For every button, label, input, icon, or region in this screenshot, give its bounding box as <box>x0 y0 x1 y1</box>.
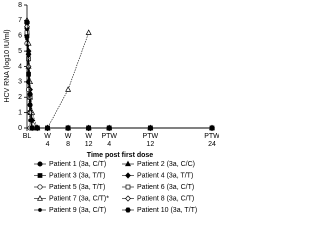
marker <box>28 118 32 123</box>
y-tick-label: 0 <box>18 125 22 132</box>
y-tick-label: 2 <box>18 94 22 101</box>
y-tick-label: 7 <box>18 17 22 24</box>
marker <box>106 125 113 131</box>
legend-label: Patient 4 (3a, T/T) <box>137 172 193 179</box>
series-line <box>26 20 212 129</box>
series-line <box>26 32 212 129</box>
x-tick-label: PTW 12 <box>142 133 159 148</box>
marker <box>147 125 154 131</box>
legend-label: Patient 8 (3a, C/T) <box>137 195 194 202</box>
x-tick-label: W 12 <box>84 133 93 148</box>
marker <box>209 125 215 131</box>
legend-marker <box>125 160 131 167</box>
legend-marker <box>37 173 43 178</box>
y-tick-label: 6 <box>18 33 22 40</box>
legend-label: Patient 5 (3a, T/T) <box>49 184 105 191</box>
series-line <box>26 26 212 129</box>
legend-label: Patient 7 (3a, C/T)* <box>49 195 109 202</box>
x-tick-label: PTW 24 <box>204 133 219 148</box>
series-line <box>26 35 151 129</box>
marker <box>65 86 72 92</box>
legend-marker <box>125 172 131 179</box>
legend-label: Patient 2 (3a, C/C) <box>137 161 195 168</box>
y-tick-label: 8 <box>18 2 22 9</box>
y-axis-title: HCV RNA (log10 IU/ml) <box>4 29 11 102</box>
x-tick-label: W 8 <box>64 133 72 148</box>
marker <box>27 91 33 97</box>
chart: HCV RNA (log10 IU/ml) Time post first do… <box>4 2 219 214</box>
marker <box>34 125 41 131</box>
series-line <box>26 23 212 129</box>
y-tick-label: 5 <box>18 48 22 55</box>
marker <box>65 125 71 131</box>
marker <box>85 29 92 35</box>
marker <box>29 125 35 131</box>
marker <box>25 63 32 70</box>
series-line <box>26 43 110 129</box>
legend-marker <box>37 184 43 190</box>
x-tick-label: PTW 4 <box>101 133 117 148</box>
legend-marker <box>125 207 131 213</box>
x-axis-title: Time post first dose <box>87 152 153 159</box>
legend-marker <box>37 195 43 201</box>
legend-label: Patient 6 (3a, C/T) <box>137 184 194 191</box>
x-tick-label: BL <box>22 133 32 140</box>
y-tick-label: 3 <box>18 79 22 86</box>
y-tick-label: 4 <box>18 63 22 70</box>
marker <box>25 51 32 57</box>
series-line <box>26 28 212 129</box>
chart-svg: HCV RNA (log10 IU/ml) Time post first do… <box>4 2 215 214</box>
marker <box>24 19 30 25</box>
legend-label: Patient 10 (3a, T/T) <box>137 207 197 214</box>
legend-marker <box>125 195 131 202</box>
legend-marker <box>37 161 43 167</box>
legend-label: Patient 1 (3a, C/T) <box>49 161 106 168</box>
legend-label: Patient 9 (3a, C/T) <box>49 207 106 214</box>
legend-marker <box>125 184 131 190</box>
series-line <box>26 21 212 129</box>
y-tick-label: 1 <box>18 109 22 116</box>
x-tick-label: W 4 <box>44 133 51 148</box>
marker <box>85 125 92 131</box>
legend-marker <box>38 208 42 212</box>
series-line <box>26 38 151 129</box>
series-line <box>26 20 89 129</box>
marker <box>44 125 51 131</box>
legend-label: Patient 3 (3a, T/T) <box>49 172 105 179</box>
